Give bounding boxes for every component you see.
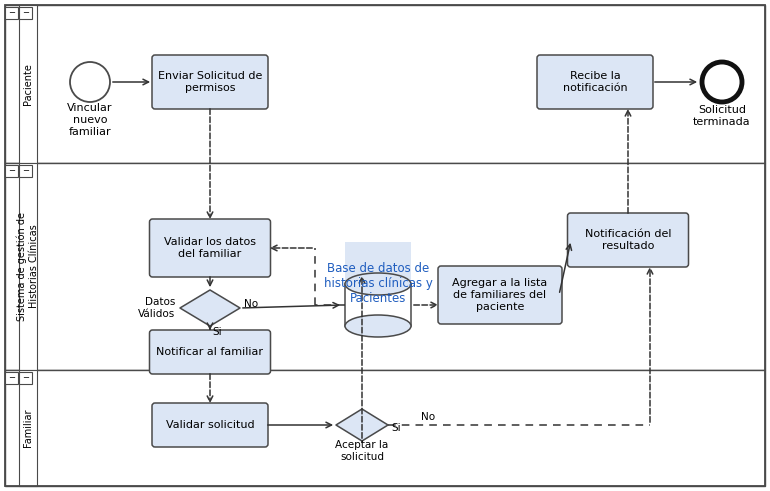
Bar [19,7,32,19]
Text: Si: Si [391,423,400,433]
Text: −: − [22,374,29,382]
Text: Solicitud
terminada: Solicitud terminada [693,105,751,127]
Circle shape [70,62,110,102]
Bar [5,370,765,486]
Bar [5,372,18,384]
Text: −: − [22,166,29,175]
Text: Recibe la
notificación: Recibe la notificación [563,71,628,93]
Text: Aceptar la
solicitud: Aceptar la solicitud [336,440,389,462]
Text: Agregar a la lista
de familiares del
paciente: Agregar a la lista de familiares del pac… [453,278,547,312]
Bar [19,372,32,384]
Text: Vincular
nuevo
familiar: Vincular nuevo familiar [67,104,112,136]
FancyBboxPatch shape [438,266,562,324]
Bar [5,165,18,177]
Bar [19,5,37,163]
Text: Enviar Solicitud de
permisos: Enviar Solicitud de permisos [158,71,263,93]
Text: Si: Si [212,327,222,337]
Text: Base de datos de
historias clínicas y
Pacientes: Base de datos de historias clínicas y Pa… [323,262,433,305]
Text: −: − [8,374,15,382]
Text: −: − [22,8,29,18]
Text: −: − [8,166,15,175]
Bar [19,165,32,177]
Bar [345,242,411,284]
Bar [5,163,765,370]
Polygon shape [180,290,240,326]
Circle shape [702,62,742,102]
Bar [19,370,37,486]
Text: Paciente: Paciente [23,63,33,105]
FancyBboxPatch shape [149,330,270,374]
Polygon shape [336,409,388,441]
Text: Notificar al familiar: Notificar al familiar [156,347,263,357]
Text: No: No [421,412,435,422]
FancyBboxPatch shape [567,213,688,267]
Text: Familiar: Familiar [23,409,33,447]
Text: Validar solicitud: Validar solicitud [166,420,254,430]
FancyBboxPatch shape [149,219,270,277]
FancyBboxPatch shape [537,55,653,109]
FancyBboxPatch shape [152,55,268,109]
Bar [19,163,37,370]
Ellipse shape [345,273,411,295]
Text: Validar los datos
del familiar: Validar los datos del familiar [164,237,256,259]
Text: Sistema de gestión de
Historias Clínicas: Sistema de gestión de Historias Clínicas [17,212,39,321]
Text: Notificación del
resultado: Notificación del resultado [584,229,671,251]
Bar [5,7,18,19]
Text: −: − [8,8,15,18]
Bar [5,5,765,163]
Text: No: No [244,299,258,309]
Text: Datos
Válidos: Datos Válidos [138,297,175,319]
Ellipse shape [345,315,411,337]
FancyBboxPatch shape [152,403,268,447]
